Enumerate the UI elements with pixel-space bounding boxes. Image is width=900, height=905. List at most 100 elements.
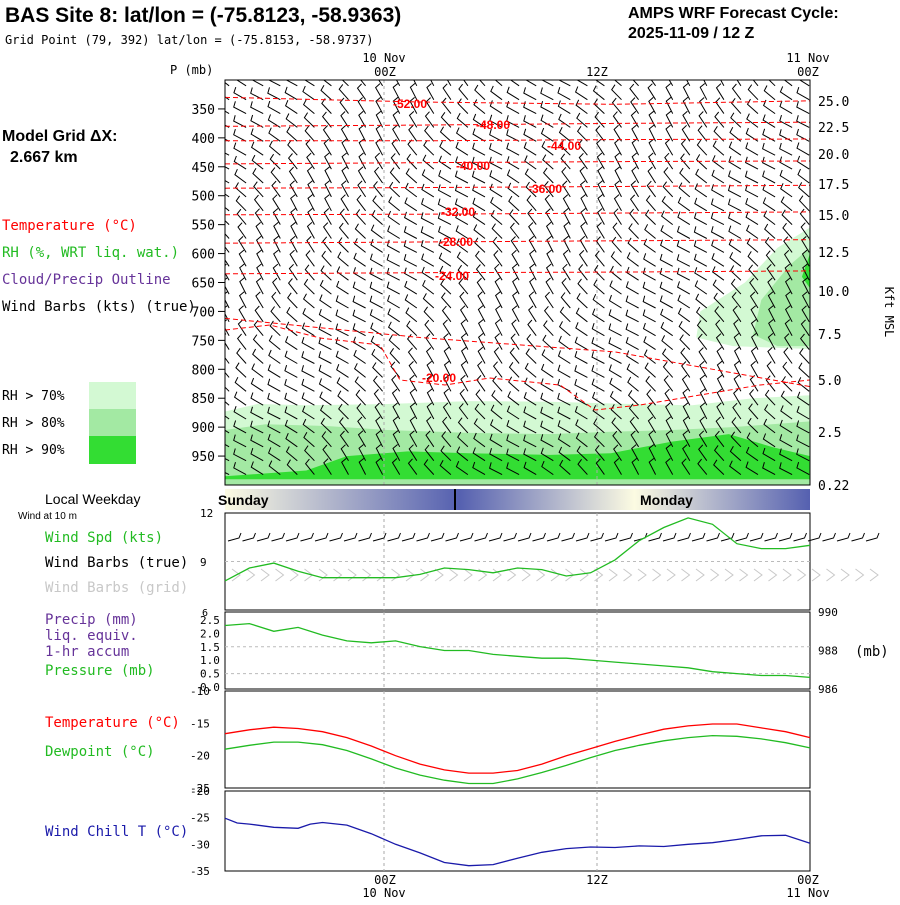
wind-barb <box>358 138 367 156</box>
dewpoint-line <box>224 734 811 785</box>
wind-barb <box>268 335 281 350</box>
wind-barb <box>560 292 571 309</box>
wind-barb <box>784 263 793 281</box>
wind-barb <box>307 194 315 212</box>
wind-barb <box>729 252 742 267</box>
wind-barb <box>506 86 520 101</box>
wind-barb <box>269 320 281 337</box>
wind-barb <box>494 319 503 336</box>
wind-barb <box>713 126 725 142</box>
wind-barb <box>287 139 298 156</box>
wind-barb <box>250 101 264 115</box>
wind-barb <box>611 97 622 114</box>
wind-barb <box>476 277 486 295</box>
wind-barb <box>802 277 810 295</box>
wind-barb <box>474 84 486 101</box>
wind-barb <box>371 348 383 364</box>
wind-barb <box>680 347 691 364</box>
wind-barb <box>238 236 247 253</box>
wind-barb <box>731 83 742 100</box>
wind-barb <box>733 346 742 364</box>
wind-barb <box>353 252 366 267</box>
wind-barb <box>728 212 742 226</box>
wind-barb <box>733 388 742 406</box>
wind-barb <box>233 406 247 420</box>
wind-barb <box>613 194 622 212</box>
wind-barb <box>646 389 656 406</box>
model-grid-label: Model Grid ΔX: <box>2 128 118 145</box>
wind-barb <box>285 321 298 337</box>
wind-barbs-layer <box>225 80 810 476</box>
wind-barb <box>627 237 639 253</box>
wind-barb <box>370 224 383 239</box>
wind-barb <box>320 84 332 101</box>
wind-barb <box>406 333 418 350</box>
wind-barb <box>372 375 383 392</box>
wind-barb <box>665 458 674 475</box>
wind-barb <box>457 417 469 434</box>
wind-barb <box>716 374 725 392</box>
wind-barb <box>320 417 332 434</box>
wind-barb <box>525 348 537 364</box>
grid-wind-barb <box>724 568 734 582</box>
grid-wind-barb <box>536 568 546 582</box>
wind-barb <box>256 263 264 281</box>
wind-barb <box>699 83 708 100</box>
wind-barb <box>710 198 725 212</box>
wind-barb <box>559 459 571 475</box>
wind-barb <box>558 446 571 462</box>
wind-barb <box>557 364 571 378</box>
wind-barb <box>456 112 469 128</box>
grid-wind-barb <box>231 568 241 582</box>
wind-barb <box>676 281 691 295</box>
wind-barb <box>457 431 469 448</box>
wind-barb <box>595 80 605 87</box>
wind-barb <box>318 337 332 351</box>
wind-barb <box>233 420 247 434</box>
wind-barb <box>765 375 776 392</box>
wind-barb <box>289 180 298 198</box>
wind-barb <box>682 416 691 434</box>
wind-barb <box>301 365 315 378</box>
wind-barb <box>763 85 776 101</box>
surface-wind-barb <box>706 532 720 542</box>
wind-barb <box>250 87 264 101</box>
wind-barb <box>304 458 315 475</box>
grid-wind-barb <box>260 568 270 582</box>
wind-barb <box>409 83 418 100</box>
wind-barb <box>286 307 298 323</box>
wind-barb <box>303 432 315 448</box>
wind-barb <box>733 360 742 378</box>
wind-barb <box>386 295 400 309</box>
wind-barb <box>302 308 315 323</box>
wind-barb <box>306 236 315 253</box>
wind-barb <box>561 277 571 295</box>
isotherm-line <box>225 270 810 275</box>
wind-barb <box>460 319 469 336</box>
surface-wind-barb <box>517 532 532 542</box>
wind-barb <box>369 253 383 267</box>
wind-barb <box>456 251 469 267</box>
wind-barb <box>561 166 571 184</box>
wind-barb <box>442 319 452 336</box>
surface-wind-barb <box>503 532 517 542</box>
wind-barb <box>677 196 691 212</box>
wind-barb <box>659 267 673 281</box>
wind-barb <box>665 83 674 100</box>
wind-barb <box>225 347 230 364</box>
wind-barb <box>322 444 332 461</box>
wind-barb <box>597 194 605 212</box>
wind-barb <box>528 222 537 239</box>
wind-barb <box>662 181 674 198</box>
wind-barb <box>492 375 503 392</box>
wind-barb <box>785 291 793 309</box>
wind-barb <box>613 124 622 142</box>
wind-barb <box>455 156 469 170</box>
top-time-tick-3: 00Z <box>797 65 819 79</box>
isotherm-line <box>225 160 810 165</box>
wind-barb <box>318 308 332 323</box>
wind-barb <box>676 254 691 267</box>
wind-barb <box>747 251 759 267</box>
wind-barb <box>426 388 435 406</box>
wind-barb <box>225 305 230 323</box>
